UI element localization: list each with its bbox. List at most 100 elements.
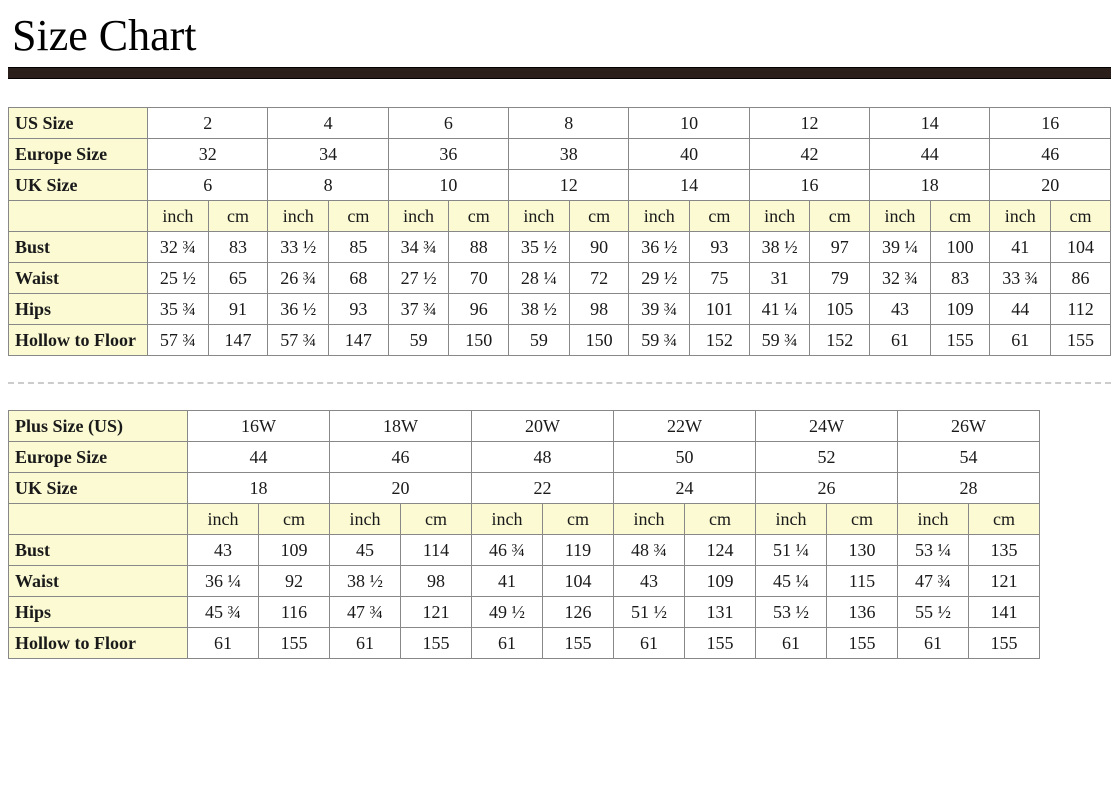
size-value: 28	[898, 473, 1040, 504]
measurement-cm: 90	[569, 232, 629, 263]
measurement-inch: 27 ½	[388, 263, 449, 294]
size-chart-plus: Plus Size (US)16W18W20W22W24W26WEurope S…	[8, 410, 1040, 659]
unit-inch: inch	[749, 201, 810, 232]
measurement-cm: 91	[208, 294, 268, 325]
unit-row-label	[9, 504, 188, 535]
measurement-inch: 51 ¼	[756, 535, 827, 566]
measurement-cm: 85	[329, 232, 389, 263]
measurement-label: Bust	[9, 535, 188, 566]
measurement-cm: 152	[810, 325, 870, 356]
measurement-inch: 59	[388, 325, 449, 356]
unit-cm: cm	[690, 201, 750, 232]
size-value: 50	[614, 442, 756, 473]
unit-row-label	[9, 201, 148, 232]
measurement-cm: 93	[690, 232, 750, 263]
unit-cm: cm	[401, 504, 472, 535]
measurement-inch: 43	[614, 566, 685, 597]
measurement-inch: 61	[990, 325, 1051, 356]
size-value: 8	[509, 108, 629, 139]
measurement-cm: 136	[827, 597, 898, 628]
measurement-cm: 72	[569, 263, 629, 294]
unit-cm: cm	[930, 201, 990, 232]
measurement-cm: 155	[543, 628, 614, 659]
measurement-cm: 75	[690, 263, 750, 294]
measurement-cm: 155	[930, 325, 990, 356]
measurement-inch: 61	[614, 628, 685, 659]
size-value: 18	[870, 170, 990, 201]
size-value: 20	[330, 473, 472, 504]
measurement-inch: 57 ¾	[148, 325, 209, 356]
measurement-cm: 147	[329, 325, 389, 356]
unit-cm: cm	[810, 201, 870, 232]
measurement-label: Bust	[9, 232, 148, 263]
measurement-inch: 45 ¼	[756, 566, 827, 597]
size-value: 36	[388, 139, 508, 170]
measurement-cm: 96	[449, 294, 509, 325]
size-value: 52	[756, 442, 898, 473]
measurement-inch: 48 ¾	[614, 535, 685, 566]
measurement-inch: 41	[472, 566, 543, 597]
measurement-cm: 109	[259, 535, 330, 566]
measurement-cm: 112	[1051, 294, 1111, 325]
unit-cm: cm	[969, 504, 1040, 535]
measurement-inch: 32 ¾	[870, 263, 931, 294]
measurement-cm: 126	[543, 597, 614, 628]
unit-cm: cm	[569, 201, 629, 232]
unit-cm: cm	[685, 504, 756, 535]
unit-inch: inch	[472, 504, 543, 535]
unit-inch: inch	[614, 504, 685, 535]
size-value: 26W	[898, 411, 1040, 442]
measurement-cm: 70	[449, 263, 509, 294]
size-value: 16	[990, 108, 1111, 139]
unit-inch: inch	[188, 504, 259, 535]
measurement-cm: 155	[1051, 325, 1111, 356]
measurement-cm: 119	[543, 535, 614, 566]
measurement-inch: 55 ½	[898, 597, 969, 628]
measurement-inch: 61	[188, 628, 259, 659]
measurement-inch: 45	[330, 535, 401, 566]
measurement-cm: 115	[827, 566, 898, 597]
unit-cm: cm	[543, 504, 614, 535]
measurement-inch: 61	[472, 628, 543, 659]
measurement-cm: 121	[969, 566, 1040, 597]
measurement-inch: 38 ½	[509, 294, 570, 325]
size-row-label: UK Size	[9, 170, 148, 201]
measurement-inch: 39 ¼	[870, 232, 931, 263]
unit-cm: cm	[259, 504, 330, 535]
measurement-inch: 61	[898, 628, 969, 659]
size-value: 46	[330, 442, 472, 473]
measurement-label: Hips	[9, 597, 188, 628]
size-value: 10	[388, 170, 508, 201]
size-value: 4	[268, 108, 388, 139]
measurement-label: Waist	[9, 566, 188, 597]
measurement-inch: 26 ¾	[268, 263, 329, 294]
size-chart-standard: US Size246810121416Europe Size3234363840…	[8, 107, 1111, 356]
measurement-cm: 98	[401, 566, 472, 597]
measurement-label: Hollow to Floor	[9, 628, 188, 659]
measurement-inch: 59 ¾	[629, 325, 690, 356]
measurement-inch: 28 ¼	[509, 263, 570, 294]
measurement-cm: 135	[969, 535, 1040, 566]
measurement-cm: 155	[685, 628, 756, 659]
unit-inch: inch	[509, 201, 570, 232]
measurement-cm: 100	[930, 232, 990, 263]
measurement-inch: 36 ½	[268, 294, 329, 325]
measurement-cm: 114	[401, 535, 472, 566]
measurement-inch: 45 ¾	[188, 597, 259, 628]
size-value: 6	[388, 108, 508, 139]
measurement-inch: 35 ½	[509, 232, 570, 263]
measurement-inch: 47 ¾	[330, 597, 401, 628]
unit-inch: inch	[268, 201, 329, 232]
size-value: 20	[990, 170, 1111, 201]
measurement-inch: 43	[188, 535, 259, 566]
measurement-cm: 105	[810, 294, 870, 325]
measurement-cm: 121	[401, 597, 472, 628]
size-value: 40	[629, 139, 749, 170]
unit-inch: inch	[330, 504, 401, 535]
measurement-cm: 155	[259, 628, 330, 659]
measurement-inch: 39 ¾	[629, 294, 690, 325]
measurement-cm: 155	[827, 628, 898, 659]
size-row-label: US Size	[9, 108, 148, 139]
size-row-label: Europe Size	[9, 442, 188, 473]
measurement-inch: 61	[870, 325, 931, 356]
